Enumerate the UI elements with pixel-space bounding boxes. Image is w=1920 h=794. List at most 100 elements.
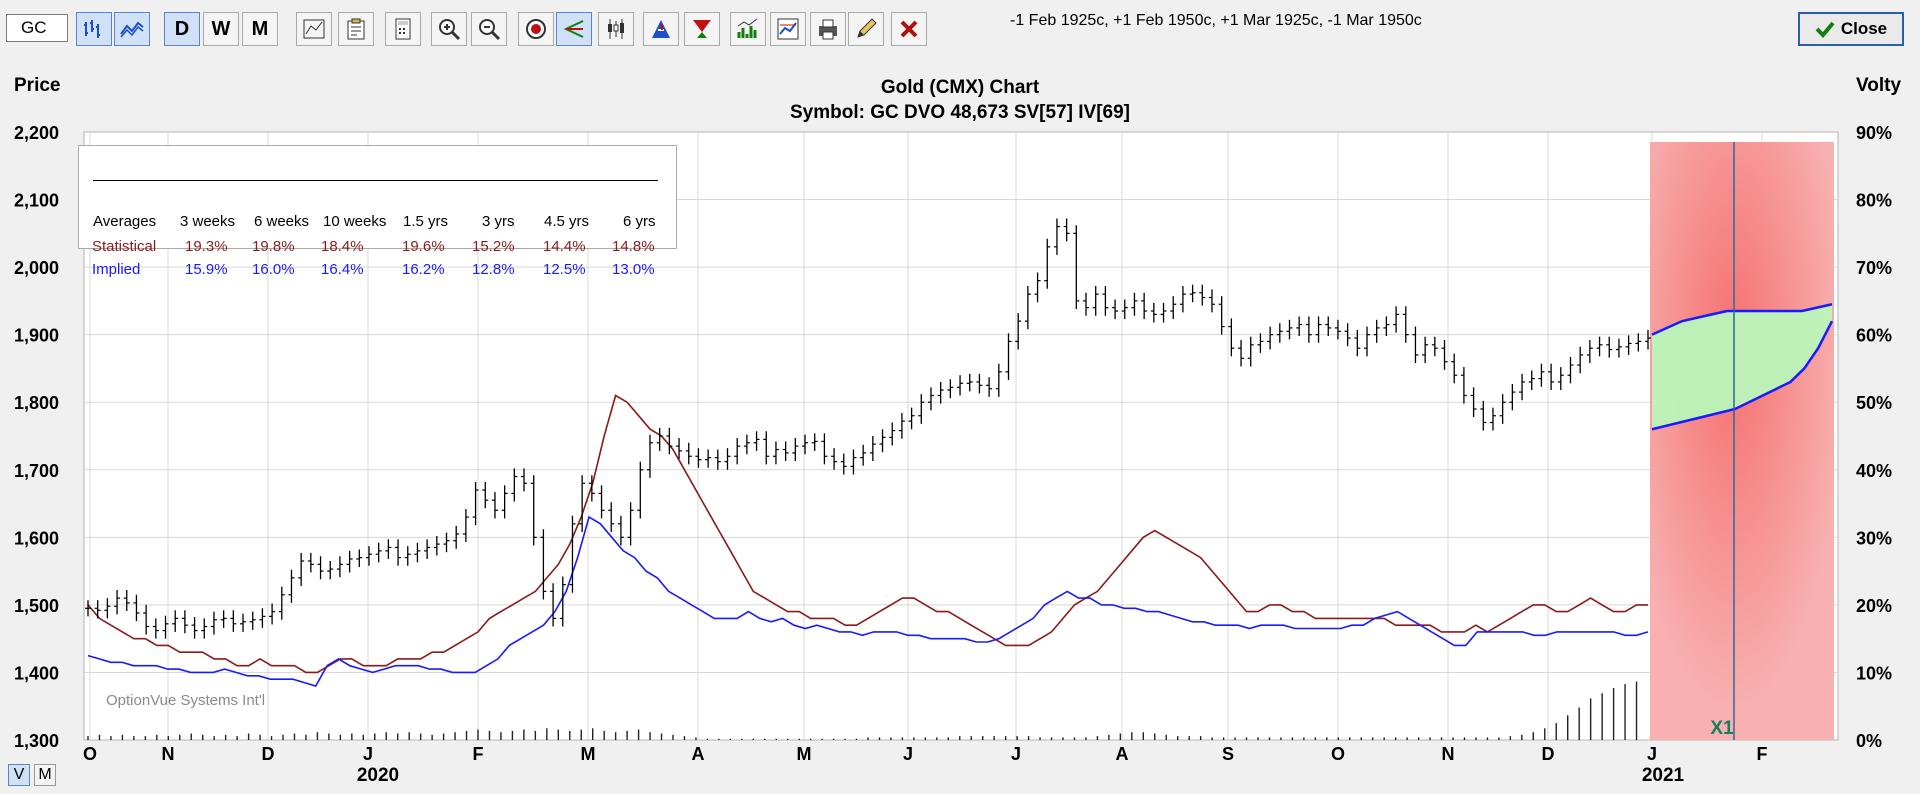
price-bar (1334, 319, 1341, 340)
profit-loss-icon[interactable] (684, 12, 720, 46)
price-bar (1131, 292, 1138, 316)
price-bar (1422, 336, 1429, 364)
price-bar (1460, 367, 1467, 404)
price-bar (792, 438, 799, 461)
statistical-volatility-line (87, 394, 1648, 674)
price-bar (162, 615, 169, 639)
price-bar (1615, 338, 1622, 358)
averages-header-10w: 10 weeks (323, 213, 387, 230)
price-bar (763, 431, 770, 465)
price-bar (395, 539, 402, 566)
price-bar (1083, 292, 1090, 316)
price-bar (831, 448, 838, 470)
price-bar (695, 448, 702, 468)
volatility-tick: 10% (1856, 663, 1892, 683)
price-bar (840, 453, 847, 475)
volatility-axis-ticks: 90% 80% 70% 60% 50% 40% 30% 20% 10% 0% (1856, 123, 1892, 751)
averages-row-label: Implied (92, 261, 141, 278)
chart-settings-icon[interactable] (296, 12, 332, 46)
daily-button[interactable]: D (164, 12, 200, 46)
month-tick: M (797, 744, 812, 764)
averages-header-row (93, 158, 658, 181)
year-label-2020: 2020 (357, 765, 399, 786)
price-bar (676, 438, 683, 459)
volatility-tick: 90% (1856, 123, 1892, 143)
price-bar (424, 539, 431, 559)
price-bar (375, 542, 382, 563)
price-bar (1238, 340, 1245, 367)
zoom-in-icon[interactable] (431, 12, 467, 46)
price-bar (259, 608, 266, 628)
price-bar (1102, 286, 1109, 316)
price-bar (172, 610, 179, 632)
price-bar (230, 610, 237, 632)
price-bar (1635, 333, 1642, 352)
averages-cell: 12.8% (472, 261, 515, 278)
close-button[interactable]: Close (1798, 12, 1904, 46)
averages-cell: 19.6% (402, 238, 445, 255)
symbol-input[interactable]: GC (6, 14, 68, 42)
view-toggle-m[interactable]: M (34, 764, 56, 786)
price-bar (1364, 326, 1371, 357)
monthly-button[interactable]: M (242, 12, 278, 46)
price-bar (1383, 316, 1390, 337)
pencil-icon[interactable] (848, 12, 884, 46)
month-tick: N (162, 744, 175, 764)
price-bar (1557, 367, 1564, 391)
averages-cell: 14.4% (543, 238, 586, 255)
candlestick-icon[interactable] (598, 12, 634, 46)
zoom-out-icon[interactable] (471, 12, 507, 46)
averages-cell: 16.0% (252, 261, 295, 278)
price-bar (201, 618, 208, 639)
delete-icon[interactable] (891, 12, 927, 46)
price-bar (1606, 336, 1613, 358)
price-bar (1402, 306, 1409, 343)
implied-volatility-line (87, 515, 1649, 687)
view-toggle-v[interactable]: V (8, 764, 30, 786)
price-bar (550, 583, 557, 627)
indicator-chart-icon[interactable] (770, 12, 806, 46)
month-tick: A (1116, 744, 1129, 764)
price-bar (1015, 313, 1022, 350)
price-bar (404, 546, 411, 566)
price-bar (1577, 346, 1584, 374)
volume-chart-icon[interactable] (730, 12, 766, 46)
price-bar (152, 618, 159, 639)
month-tick: D (262, 744, 275, 764)
price-bar (1305, 316, 1312, 343)
volatility-cone-icon[interactable] (556, 12, 592, 46)
bar-chart-icon[interactable] (76, 12, 112, 46)
price-bar (85, 600, 91, 617)
clipboard-icon[interactable] (338, 12, 374, 46)
year-label-2021: 2021 (1642, 765, 1685, 786)
print-icon[interactable] (810, 12, 846, 46)
price-bar (1276, 323, 1283, 343)
lower-vol-curve (1651, 320, 1834, 431)
price-bar (278, 586, 285, 620)
price-bar (288, 569, 295, 603)
price-bar (1024, 286, 1031, 330)
price-bar (627, 502, 634, 546)
target-icon[interactable] (518, 12, 554, 46)
averages-cell: 16.2% (402, 261, 445, 278)
line-chart-icon[interactable] (114, 12, 150, 46)
price-bar (1063, 218, 1070, 242)
price-bar (1121, 299, 1128, 320)
price-tick: 1,600 (14, 528, 59, 548)
month-tick: J (1647, 744, 1657, 764)
weekly-button[interactable]: W (203, 12, 239, 46)
averages-cell: 13.0% (612, 261, 655, 278)
averages-header-45y: 4.5 yrs (544, 213, 590, 230)
averages-cell: 14.8% (612, 238, 655, 255)
price-bar (569, 515, 576, 593)
price-bar (1170, 296, 1177, 320)
price-bar (918, 394, 925, 424)
calculator-icon[interactable] (385, 12, 421, 46)
position-contracts: -1 Feb 1925c, +1 Feb 1950c, +1 Mar 1925c… (1010, 12, 1422, 29)
expected-move-icon[interactable] (643, 12, 679, 46)
month-tick: S (1222, 744, 1234, 764)
price-bar (685, 442, 692, 465)
averages-header-label: Averages (93, 213, 157, 230)
volatility-tick: 80% (1856, 191, 1892, 211)
price-bar (879, 429, 886, 453)
